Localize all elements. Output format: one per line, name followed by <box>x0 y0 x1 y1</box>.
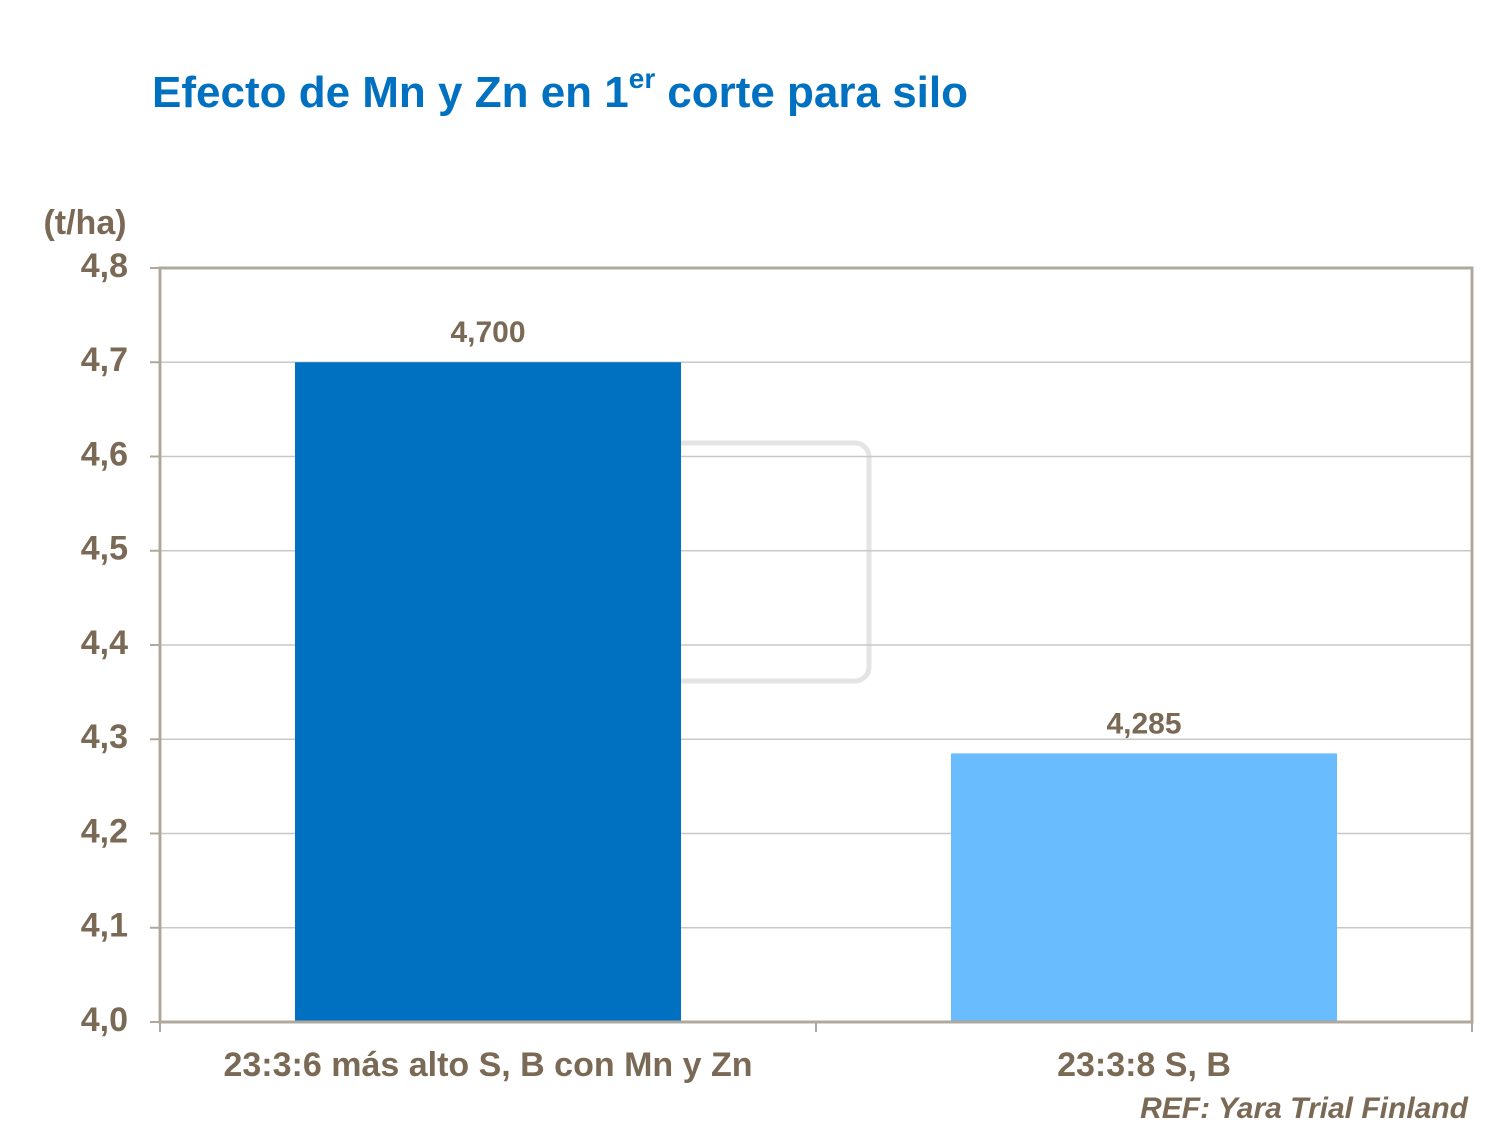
title-part: corte para silo <box>667 68 968 117</box>
y-tick-label: 4,1 <box>81 907 128 945</box>
y-tick-label: 4,0 <box>81 1001 128 1039</box>
title-superscript: er <box>629 63 656 94</box>
y-tick-label: 4,6 <box>81 435 128 473</box>
x-tick-label: 23:3:8 S, B <box>1057 1046 1231 1084</box>
plot-frame <box>158 266 1474 1024</box>
chart-title: Efecto de Mn y Zn en 1er corte para silo <box>152 63 968 116</box>
y-axis-label: (t/ha) <box>43 204 126 242</box>
y-tick-label: 4,2 <box>81 812 128 850</box>
value-label: 4,285 <box>1106 707 1181 740</box>
y-tick-label: 4,7 <box>81 341 128 379</box>
title-part: Efecto de Mn y Zn en 1 <box>152 68 629 117</box>
value-label: 4,700 <box>450 316 525 349</box>
y-tick-label: 4,5 <box>81 530 128 568</box>
y-tick-label: 4,8 <box>81 247 128 285</box>
y-tick-label: 4,4 <box>81 624 128 662</box>
note: REF: Yara Trial Finland <box>1140 1092 1469 1125</box>
y-tick-label: 4,3 <box>81 718 128 756</box>
bar <box>295 362 681 1022</box>
x-tick-label: 23:3:6 más alto S, B con Mn y Zn <box>223 1046 752 1084</box>
bar <box>951 753 1337 1022</box>
